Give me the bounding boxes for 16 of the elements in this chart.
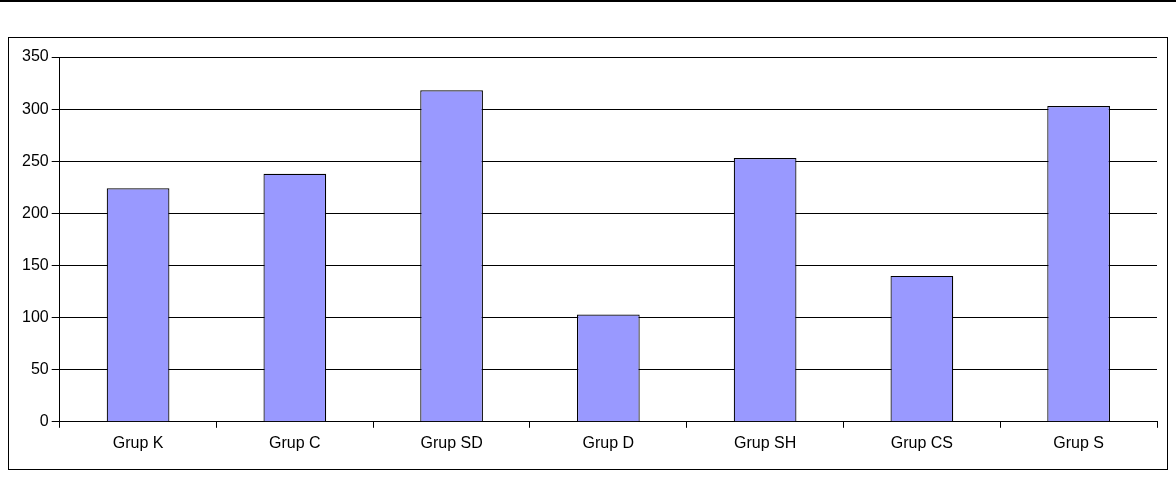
chart-frame: Grup K Grup C Grup SD Grup D Grup SH Grup CS Grup S 0 50 100 150 200 250 300 350 (8, 37, 1168, 470)
x-tick-label: Grup CS (890, 433, 953, 451)
y-tick-label: 350 (21, 47, 49, 65)
y-tick-label: 250 (21, 151, 49, 169)
x-tick-label: Grup K (112, 433, 164, 451)
y-tick-label: 100 (21, 307, 49, 325)
y-tick-label: 150 (21, 255, 49, 273)
x-tick-label: Grup SH (733, 433, 797, 451)
y-tick-label: 50 (30, 360, 49, 378)
x-tick-label: Grup S (1053, 433, 1104, 451)
x-tick-label: Grup D (582, 433, 635, 451)
y-tick-label: 200 (21, 203, 49, 221)
x-tick-label: Grup C (269, 433, 321, 451)
y-tick-label: 0 (39, 412, 49, 430)
y-tick-label: 300 (21, 99, 49, 117)
x-tick-label: Grup SD (420, 433, 483, 451)
